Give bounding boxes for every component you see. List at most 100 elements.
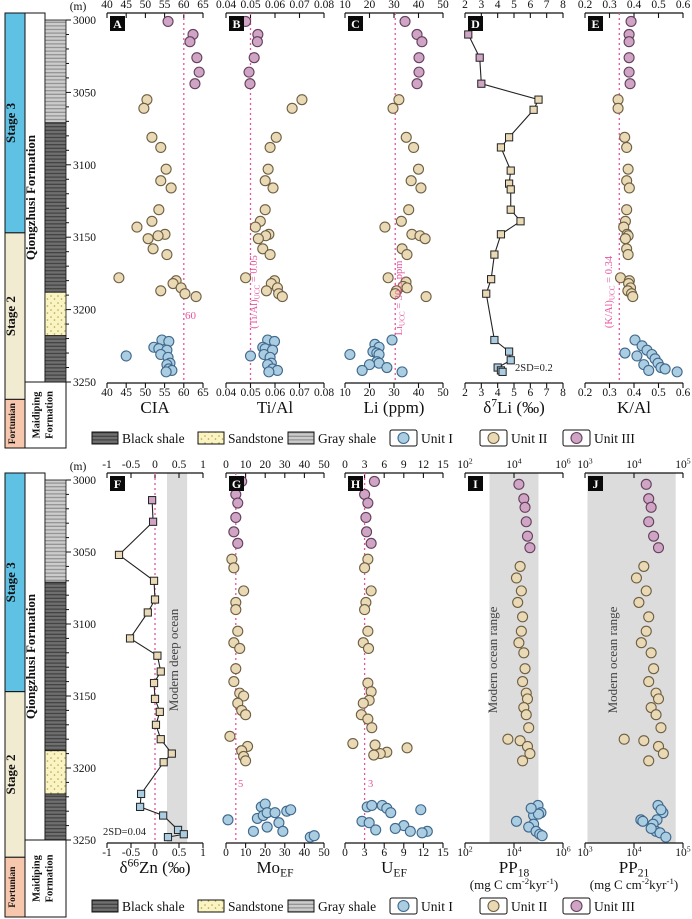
lithology-gray_shale: [44, 479, 67, 583]
data-point-unit-I: [263, 366, 275, 378]
data-point-unit-II: [482, 289, 491, 298]
formation-label: Formation: [45, 391, 56, 439]
data-point-unit-III: [625, 15, 637, 27]
legend-label: Sandstone: [228, 431, 284, 446]
panel-letter-badge: [110, 476, 125, 491]
data-point-unit-III: [189, 78, 201, 90]
data-point-unit-III: [232, 497, 244, 509]
axis-title: δ66Zn (‰): [119, 857, 190, 877]
data-point-unit-II: [264, 249, 276, 261]
axis-tick-label: 0.5: [172, 847, 187, 859]
data-point-unit-I: [532, 808, 545, 820]
data-point-unit-II: [652, 693, 665, 705]
axis-tick-label: 0.3: [602, 0, 617, 11]
axis-tick-label: 0.5: [651, 387, 666, 399]
data-point-unit-II: [516, 217, 525, 226]
data-point-unit-III: [191, 52, 203, 64]
data-point-unit-II: [534, 95, 543, 104]
data-point-unit-II: [619, 233, 631, 245]
axis-tick-label: 30: [388, 0, 400, 11]
data-point-unit-II: [259, 204, 271, 216]
data-point-unit-I: [277, 825, 289, 837]
depth-tick-label: 3200: [73, 763, 96, 775]
axis-title: Ti/Al: [257, 398, 294, 417]
data-point-unit-II: [514, 560, 526, 572]
data-point-unit-II: [515, 585, 527, 597]
data-point-unit-II: [506, 205, 515, 214]
data-point-unit-III: [477, 79, 486, 88]
data-point-unit-II: [622, 249, 634, 261]
axis-tick-label: 4: [495, 0, 501, 11]
data-point-unit-I: [285, 804, 297, 816]
data-point-unit-II: [506, 185, 515, 194]
data-point-unit-II: [650, 709, 662, 721]
legend-label: Gray shale: [318, 431, 376, 446]
legend-unit-marker: [487, 899, 500, 913]
data-point-unit-II: [257, 243, 269, 255]
data-point-unit-II: [155, 141, 167, 153]
data-point-unit-I: [344, 348, 356, 361]
band-label: Modern ocean range: [485, 606, 500, 713]
data-point-unit-III: [360, 511, 372, 523]
data-point-unit-II: [230, 604, 242, 616]
data-point-unit-I: [536, 830, 548, 842]
legend-swatch-sandstone: [197, 431, 225, 445]
data-point-unit-I: [404, 825, 416, 837]
legend-unit-marker: [397, 899, 410, 913]
data-point-unit-II: [622, 163, 634, 175]
legend-swatch-black_shale: [91, 431, 119, 445]
data-point-unit-III: [248, 52, 260, 64]
annotation: LiUCC = 30.5 ppm: [394, 261, 406, 336]
axis-tick-label: 6: [381, 847, 387, 859]
legend-swatch-sandstone: [197, 899, 225, 913]
annotation: 3: [368, 779, 373, 790]
depth-tick-label: 3100: [73, 619, 96, 631]
data-point-unit-II: [359, 562, 371, 574]
data-point-unit-II: [150, 595, 160, 604]
data-point-unit-I: [173, 825, 183, 835]
panel-I: Modern ocean range 102 104 106 102 104 106 I PP1…: [457, 457, 571, 892]
lithology-black_shale: [44, 581, 67, 752]
axis-title: Li (ppm): [364, 398, 425, 417]
data-point-unit-II: [401, 742, 413, 754]
axis-tick-label: 40: [101, 0, 113, 11]
data-point-unit-II: [505, 133, 514, 142]
axis-tick-label: -1: [102, 847, 112, 859]
axis-tick-label: 4: [495, 387, 501, 399]
data-point-unit-I: [659, 363, 671, 375]
axis-tick-label: 6: [381, 459, 387, 471]
data-point-unit-II: [627, 291, 639, 303]
data-point-unit-II: [612, 102, 624, 114]
data-point-unit-II: [143, 608, 152, 617]
data-point-unit-I: [629, 334, 641, 346]
data-point-unit-II: [529, 105, 538, 114]
axis-tick-label: 104: [626, 457, 642, 471]
axis-tick-label: 0.2: [578, 387, 593, 399]
lithology-gray_shale: [44, 19, 67, 124]
data-point-unit-II: [382, 272, 394, 284]
axis-title: CIA: [140, 398, 170, 417]
annotation: 2SD=0.04: [103, 827, 147, 838]
data-point-unit-II: [357, 697, 369, 709]
panel-letter-badge: [229, 16, 244, 31]
data-point-unit-III: [413, 66, 425, 78]
axis-tick-label: 8: [560, 0, 566, 11]
axis-tick-label: 40: [299, 459, 311, 471]
stage-label: Stage 2: [3, 754, 18, 794]
axis-tick-label: 5: [511, 387, 517, 399]
data-point-unit-III: [148, 496, 157, 505]
axis-tick-label: 50: [318, 847, 330, 859]
data-point-unit-II: [510, 572, 523, 584]
panel-letter-badge: [588, 16, 603, 31]
data-point-unit-II: [633, 596, 645, 608]
data-point-unit-I: [160, 366, 172, 378]
axis-tick-label: 60: [178, 0, 190, 11]
axis-tick-label: 45: [120, 0, 132, 11]
profile-line: [467, 34, 540, 373]
panel-letter: I: [473, 477, 478, 491]
data-point-unit-II: [240, 755, 252, 767]
data-point-unit-I: [386, 334, 398, 346]
data-point-unit-II: [640, 585, 652, 597]
axis-tick-label: 0.5: [172, 459, 187, 471]
